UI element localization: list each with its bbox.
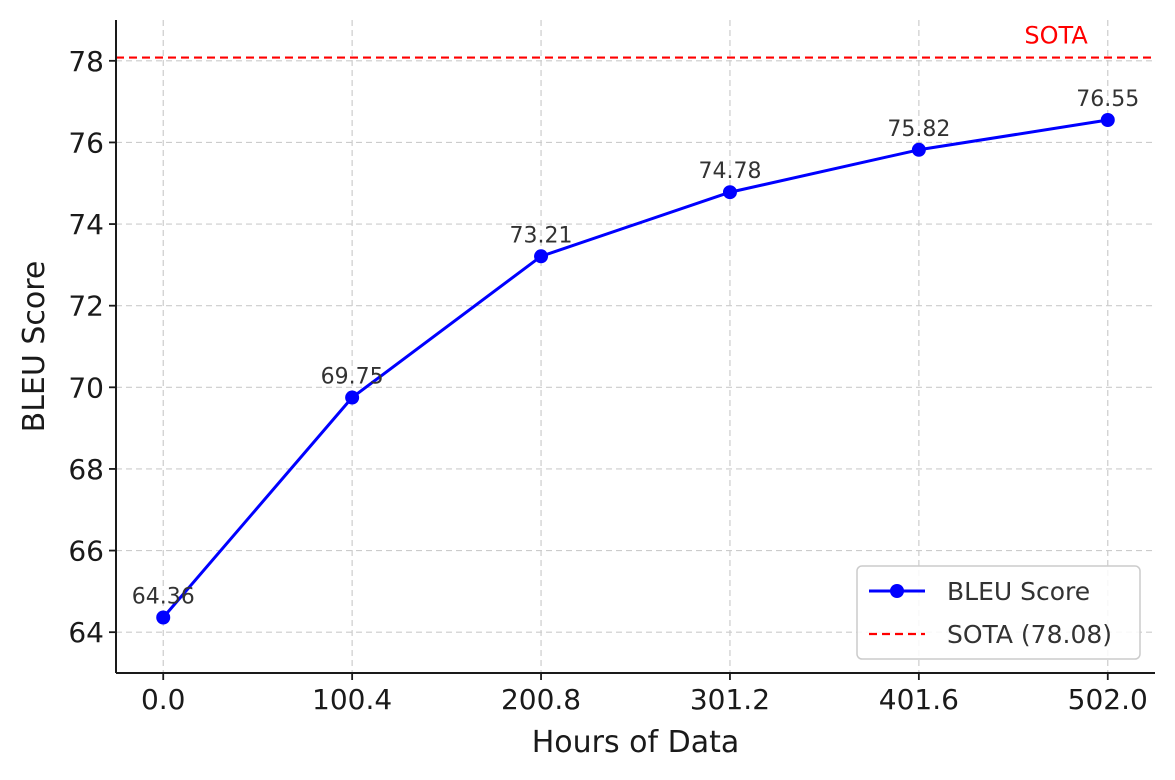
y-tick-label: 76 xyxy=(68,126,104,159)
x-tick-label: 100.4 xyxy=(312,683,392,716)
bleu-data-label: 74.78 xyxy=(698,159,761,184)
y-tick-label: 68 xyxy=(68,453,104,486)
reference-line-group: SOTA xyxy=(116,22,1155,59)
legend-box xyxy=(856,565,1141,660)
y-tick-label: 64 xyxy=(68,616,104,649)
series-group: 64.36 69.75 73.21 74.78 75.82 76.55 xyxy=(132,87,1139,625)
bleu-data-point xyxy=(534,249,549,264)
bleu-data-label: 73.21 xyxy=(510,223,573,248)
x-tick-label: 301.2 xyxy=(690,683,770,716)
axes xyxy=(115,20,1155,674)
bleu-data-point xyxy=(345,390,360,405)
legend-label-bleu: BLEU Score xyxy=(947,577,1090,606)
grid xyxy=(116,20,1155,673)
y-tick-label: 66 xyxy=(68,535,104,568)
bleu-data-label: 75.82 xyxy=(887,117,950,142)
bleu-data-point xyxy=(156,610,171,625)
y-tick-label: 72 xyxy=(68,290,104,323)
x-tick-label: 502.0 xyxy=(1068,683,1148,716)
x-tick-label: 0.0 xyxy=(141,683,186,716)
x-tick-label: 200.8 xyxy=(501,683,581,716)
y-tick-label: 74 xyxy=(68,208,104,241)
bleu-data-label: 76.55 xyxy=(1076,87,1139,112)
sota-annotation: SOTA xyxy=(1024,22,1088,50)
ticks: 0.0 100.4 200.8 301.2 401.6 502.0 64 66 68 70 72 74… xyxy=(68,45,1147,716)
bleu-series-line xyxy=(162,118,1109,619)
legend-label-sota: SOTA (78.08) xyxy=(947,620,1112,649)
legend: BLEU Score SOTA (78.08) xyxy=(856,565,1141,660)
y-axis-title: BLEU Score xyxy=(17,261,52,433)
bleu-data-point xyxy=(911,142,926,157)
bleu-data-point xyxy=(1100,112,1115,127)
legend-bleu-marker-swatch xyxy=(890,584,904,598)
x-axis-title: Hours of Data xyxy=(532,725,740,760)
y-tick-label: 78 xyxy=(68,45,104,78)
x-tick-label: 401.6 xyxy=(879,683,959,716)
bleu-data-label: 69.75 xyxy=(321,365,384,390)
bleu-data-label: 64.36 xyxy=(132,584,195,609)
y-tick-label: 70 xyxy=(68,371,104,404)
bleu-data-point xyxy=(722,185,737,200)
